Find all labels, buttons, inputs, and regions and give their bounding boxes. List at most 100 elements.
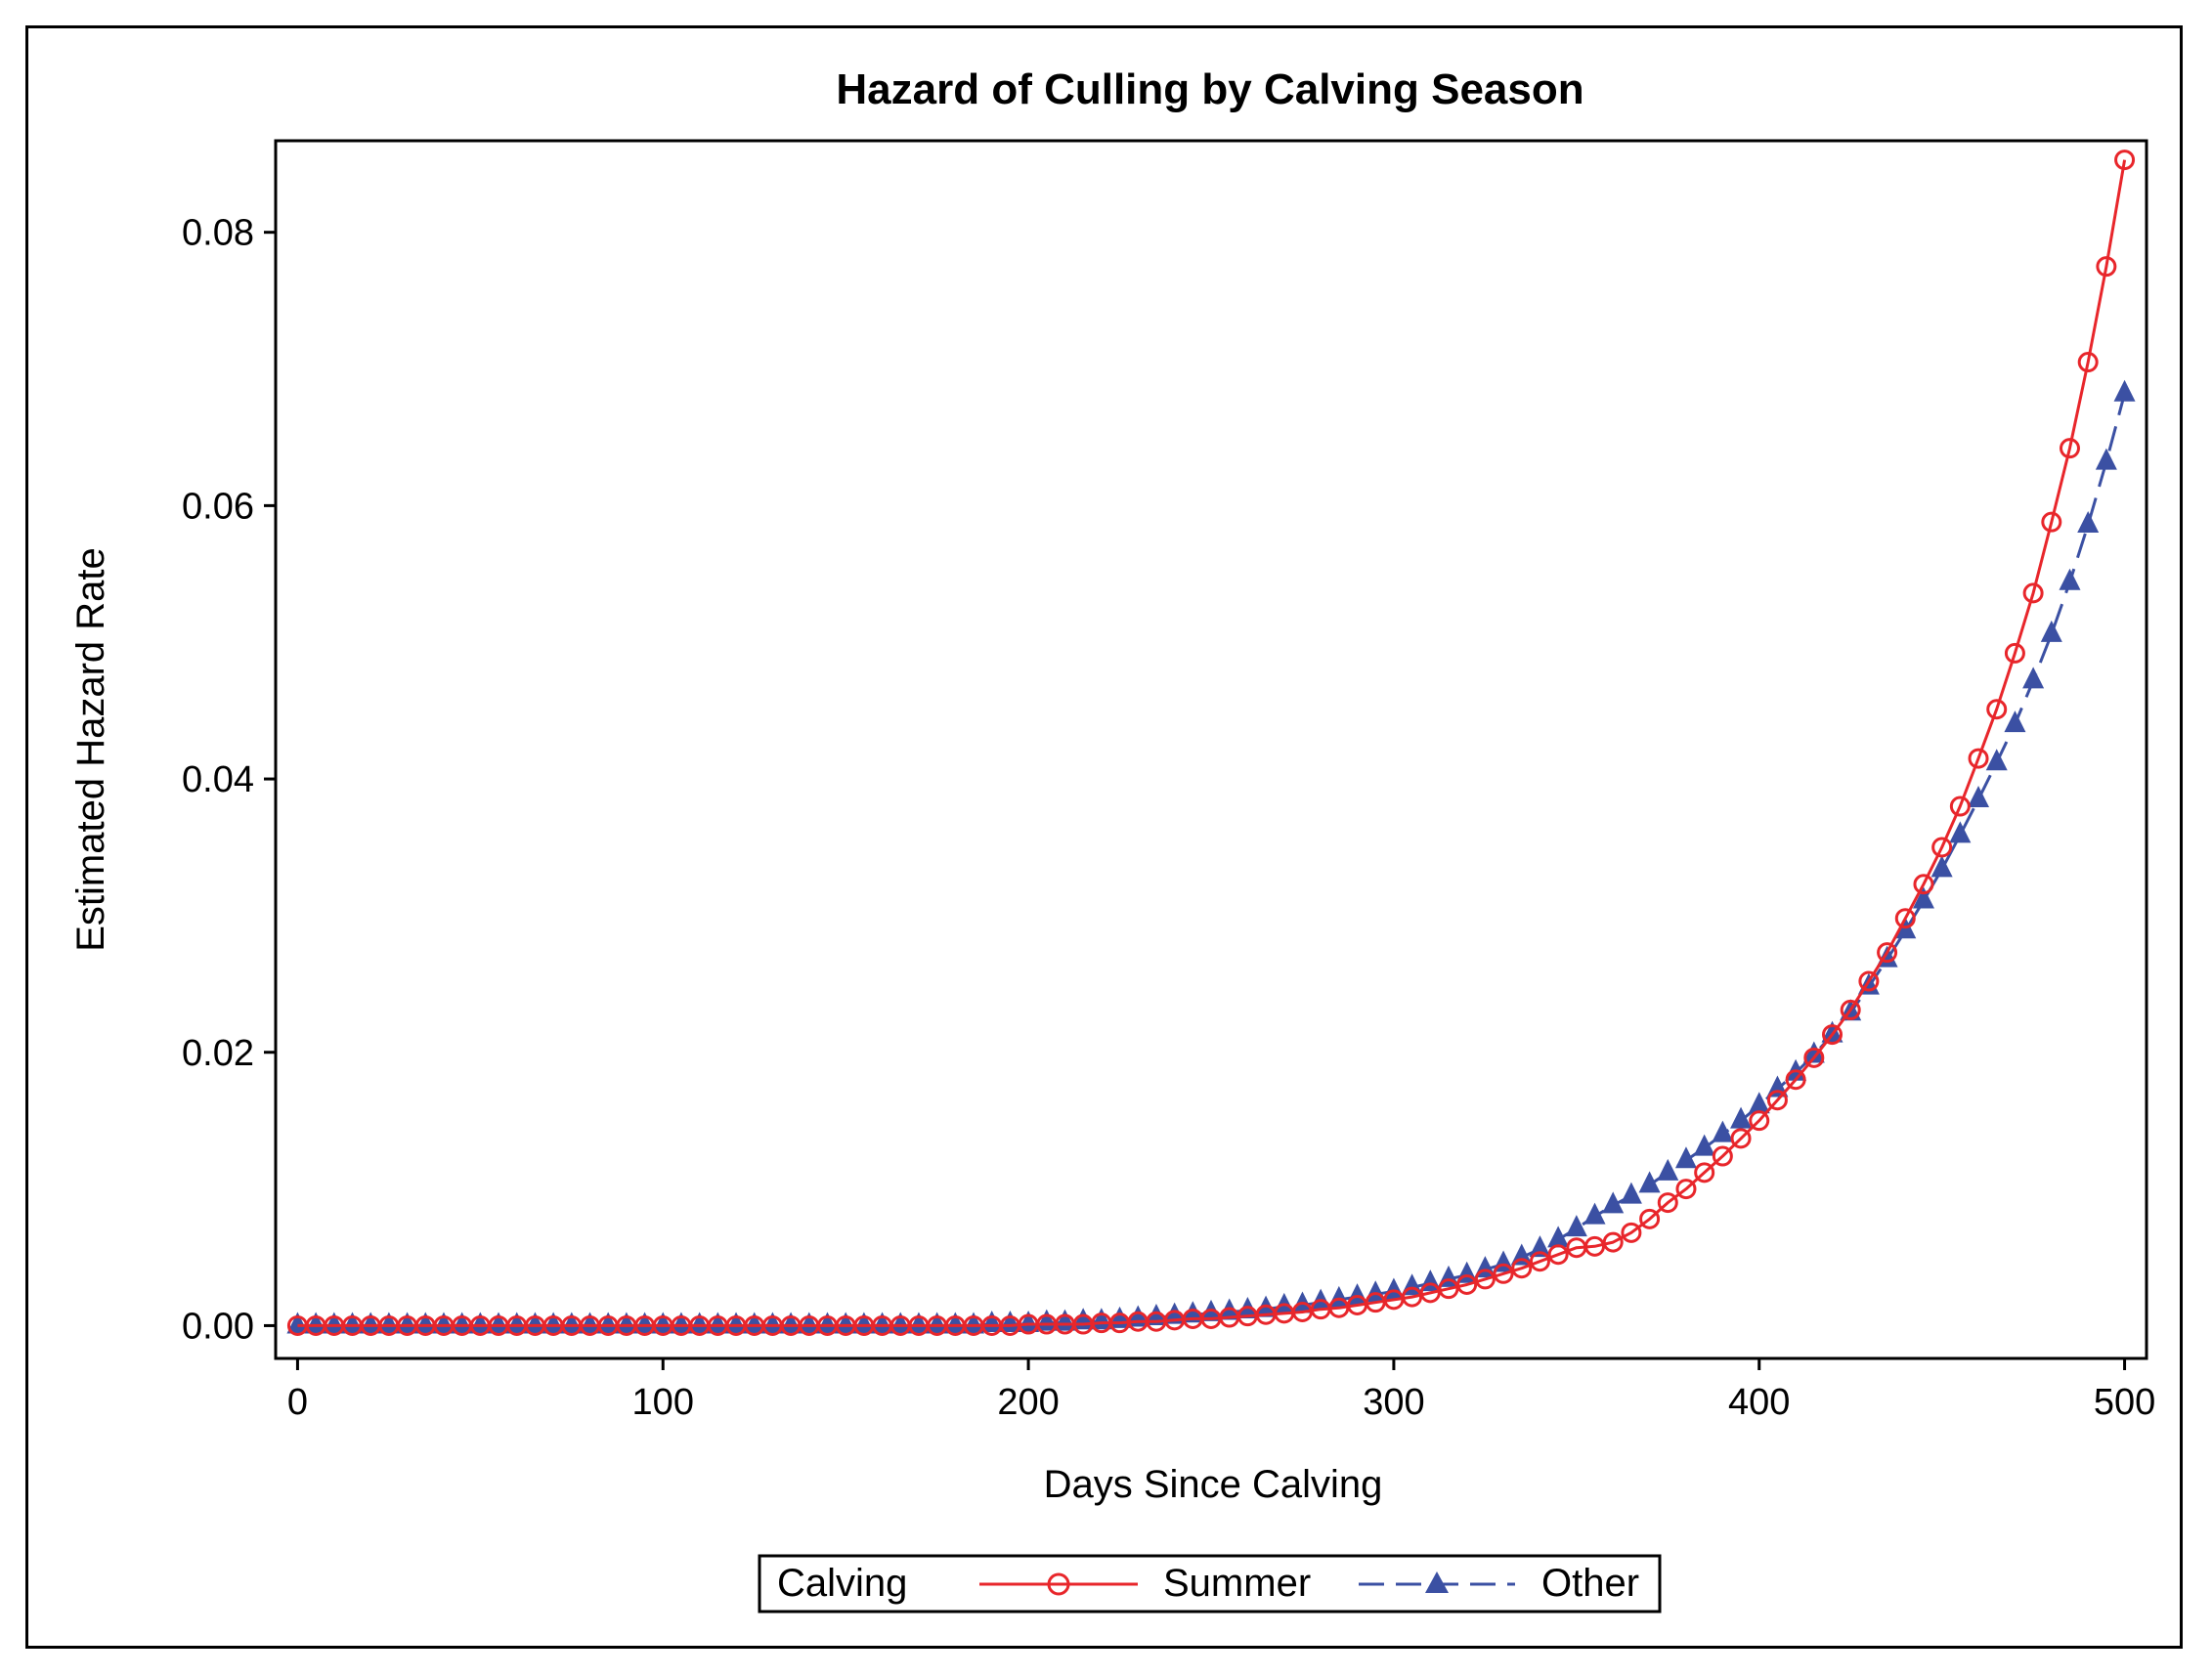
data-point-summer xyxy=(1986,699,2008,720)
data-point-other xyxy=(505,1312,528,1334)
data-point-summer xyxy=(1730,1128,1752,1149)
data-point-other xyxy=(1674,1146,1697,1169)
data-point-other xyxy=(1821,1020,1843,1043)
data-point-other xyxy=(816,1312,839,1334)
data-point-summer xyxy=(1913,874,1934,895)
data-point-other xyxy=(323,1312,345,1334)
series-layer xyxy=(286,150,2136,1336)
data-point-other xyxy=(597,1312,620,1334)
legend-other-label: Other xyxy=(1541,1562,1639,1605)
data-point-other xyxy=(1018,1311,1040,1333)
y-tick-label: 0.08 xyxy=(182,213,254,254)
data-point-summer xyxy=(1749,1110,1770,1132)
data-point-summer xyxy=(1822,1024,1843,1046)
data-point-other xyxy=(871,1312,893,1334)
data-point-other xyxy=(1748,1092,1770,1114)
y-tick-label: 0.02 xyxy=(182,1033,254,1074)
data-point-summer xyxy=(1949,796,1971,817)
chart-title: Hazard of Culling by Calving Season xyxy=(836,65,1583,113)
data-point-other xyxy=(761,1312,784,1334)
x-tick-label: 200 xyxy=(997,1382,1059,1423)
data-point-summer xyxy=(1858,970,1880,992)
data-point-other xyxy=(889,1312,912,1334)
data-point-other xyxy=(670,1312,692,1334)
data-point-summer xyxy=(1894,908,1916,929)
data-point-other xyxy=(1730,1106,1753,1129)
data-point-other xyxy=(2004,710,2026,733)
data-point-other xyxy=(798,1312,820,1334)
data-point-other xyxy=(542,1312,565,1334)
data-point-summer xyxy=(1474,1269,1496,1290)
data-point-summer xyxy=(1402,1286,1423,1308)
data-point-other xyxy=(414,1312,437,1334)
data-point-other xyxy=(1638,1171,1661,1193)
legend-other-marker xyxy=(1425,1571,1449,1593)
data-point-other xyxy=(2113,379,2136,402)
legend-title: Calving xyxy=(777,1562,907,1605)
data-point-other xyxy=(488,1312,510,1334)
data-point-summer xyxy=(1493,1263,1514,1284)
x-tick-label: 0 xyxy=(287,1382,308,1423)
data-point-summer xyxy=(1456,1273,1478,1295)
data-point-other xyxy=(1529,1235,1551,1258)
data-point-other xyxy=(1565,1215,1587,1237)
data-point-summer xyxy=(1602,1231,1624,1253)
data-point-other xyxy=(852,1312,875,1334)
data-point-summer xyxy=(1511,1258,1533,1279)
data-point-summer xyxy=(1584,1235,1606,1257)
data-point-summer xyxy=(2114,150,2136,171)
data-point-summer xyxy=(1621,1222,1642,1243)
legend: Calving Summer Other xyxy=(758,1554,1662,1613)
data-point-summer xyxy=(1675,1179,1697,1200)
data-point-summer xyxy=(1766,1090,1788,1111)
data-point-other xyxy=(743,1312,765,1334)
data-point-summer xyxy=(1529,1251,1550,1272)
y-tick-label: 0.00 xyxy=(182,1306,254,1347)
data-point-summer xyxy=(1968,748,1989,769)
data-point-other xyxy=(1657,1158,1679,1181)
data-point-other xyxy=(688,1312,711,1334)
y-tick-label: 0.04 xyxy=(182,759,254,800)
data-point-other xyxy=(1602,1191,1625,1214)
data-point-summer xyxy=(1547,1244,1569,1266)
data-point-other xyxy=(1583,1202,1606,1225)
data-point-other xyxy=(1912,886,1934,909)
x-tick-label: 400 xyxy=(1728,1382,1790,1423)
data-point-other xyxy=(341,1312,364,1334)
data-point-summer xyxy=(1694,1162,1715,1183)
data-point-other xyxy=(725,1312,748,1334)
series-summer xyxy=(286,150,2136,1336)
data-point-other xyxy=(1693,1134,1715,1156)
series-line-other xyxy=(297,393,2127,1327)
y-tick-label: 0.06 xyxy=(182,486,254,527)
data-point-summer xyxy=(2004,642,2025,664)
data-point-other xyxy=(451,1312,473,1334)
data-point-summer xyxy=(1877,942,1898,964)
x-tick-label: 300 xyxy=(1363,1382,1424,1423)
x-tick-label: 500 xyxy=(2094,1382,2155,1423)
data-point-other xyxy=(524,1312,546,1334)
data-point-summer xyxy=(1785,1069,1806,1091)
data-point-summer xyxy=(1931,837,1953,858)
series-line-summer xyxy=(297,159,2127,1327)
data-point-other xyxy=(2059,568,2081,590)
data-point-other xyxy=(396,1312,418,1334)
data-point-summer xyxy=(1639,1208,1661,1229)
data-point-summer xyxy=(2041,511,2062,533)
data-point-summer xyxy=(1438,1278,1459,1300)
data-point-other xyxy=(469,1312,492,1334)
data-point-other xyxy=(1802,1041,1825,1063)
data-point-other xyxy=(377,1312,400,1334)
data-point-other xyxy=(305,1312,327,1334)
legend-summer-label: Summer xyxy=(1163,1562,1311,1605)
data-point-other xyxy=(615,1312,637,1334)
data-point-other xyxy=(835,1312,857,1334)
data-point-other xyxy=(963,1312,985,1334)
data-point-other xyxy=(944,1312,967,1334)
data-point-other xyxy=(1547,1226,1570,1248)
y-axis-label: Estimated Hazard Rate xyxy=(69,547,112,952)
data-point-other xyxy=(780,1312,802,1334)
data-point-other xyxy=(633,1312,656,1334)
plot-area xyxy=(274,139,2148,1360)
data-point-other xyxy=(2040,620,2062,642)
